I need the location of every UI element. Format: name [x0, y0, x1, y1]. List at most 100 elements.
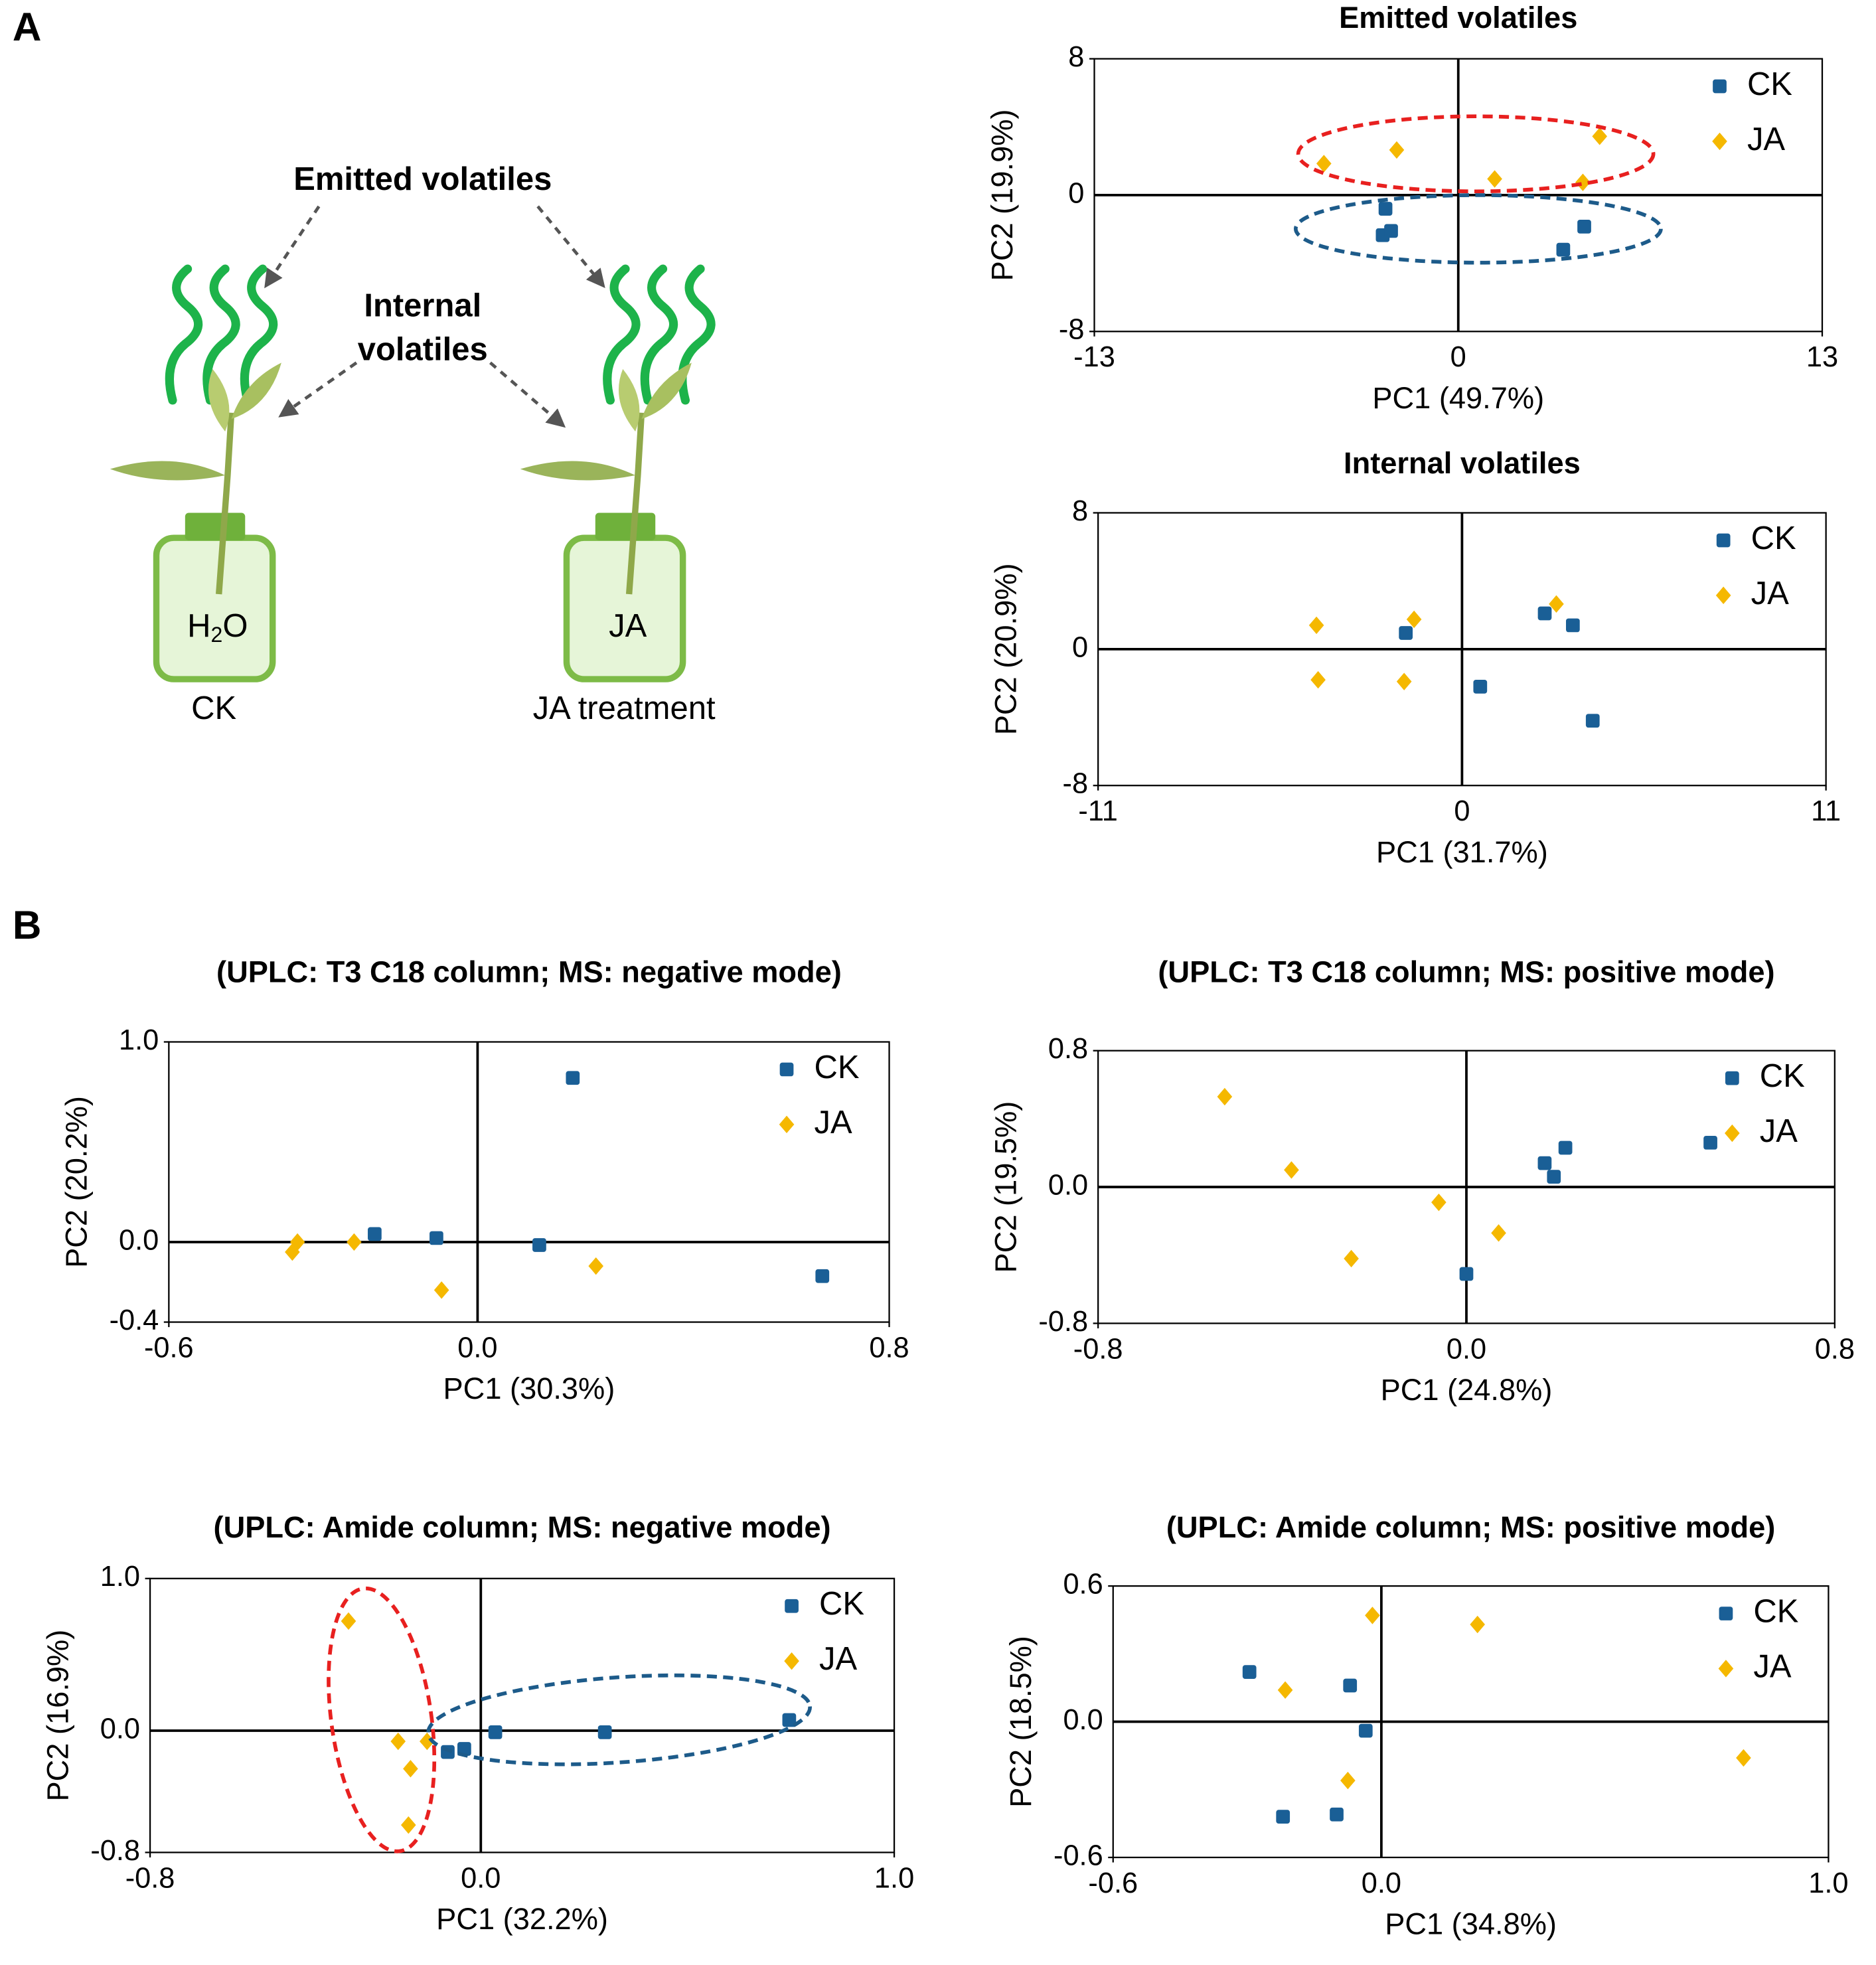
legend-marker [1719, 1607, 1733, 1620]
y-tick-label: 0.0 [119, 1224, 159, 1256]
legend-label: CK [1753, 1593, 1798, 1629]
point [341, 1612, 356, 1630]
internal-label: volatiles [358, 331, 488, 367]
y-axis-label: PC2 (16.9%) [40, 1630, 74, 1802]
legend-label: CK [814, 1050, 859, 1085]
chart-title: (UPLC: T3 C18 column; MS: positive mode) [1158, 955, 1774, 989]
chart-title: (UPLC: T3 C18 column; MS: negative mode) [216, 955, 842, 989]
point [1537, 1156, 1552, 1170]
y-tick-label: 8 [1072, 495, 1088, 527]
y-tick-label: 0.0 [1048, 1170, 1088, 1202]
y-tick-label: 0 [1068, 177, 1084, 209]
point [1396, 672, 1412, 690]
point [1431, 1193, 1446, 1212]
point [1384, 224, 1398, 238]
y-tick-label: 8 [1068, 41, 1084, 73]
x-tick-label: 0.0 [461, 1862, 501, 1894]
x-tick-label: 0 [1450, 341, 1466, 373]
point [566, 1071, 580, 1085]
point [532, 1238, 546, 1252]
jar-label: H2O [187, 608, 248, 647]
legend-marker [779, 1062, 794, 1077]
x-tick-label: -0.8 [125, 1862, 175, 1894]
x-tick-label: -11 [1078, 795, 1117, 827]
x-tick-label: 1.0 [1808, 1867, 1848, 1899]
y-tick-label: 0.0 [100, 1713, 140, 1745]
legend-marker [1725, 1124, 1740, 1142]
plants [110, 362, 692, 682]
point [1399, 626, 1413, 640]
point [1217, 1087, 1233, 1106]
legend-label: JA [819, 1641, 857, 1677]
point [1703, 1135, 1717, 1150]
point [433, 1281, 449, 1299]
x-tick-label: -0.6 [1088, 1867, 1138, 1899]
point [1592, 127, 1608, 145]
y-tick-label: -0.4 [110, 1304, 159, 1336]
point [347, 1233, 362, 1251]
point [1340, 1771, 1356, 1790]
point [1491, 1224, 1506, 1242]
x-axis-label: PC1 (34.8%) [1385, 1907, 1557, 1941]
y-tick-label: -8 [1059, 314, 1085, 346]
panel-label: B [13, 902, 42, 947]
y-tick-label: 0 [1072, 631, 1088, 663]
point [401, 1816, 416, 1834]
plot-frame [149, 1577, 896, 1853]
y-tick-label: 1.0 [119, 1024, 159, 1056]
point [1585, 714, 1600, 728]
x-tick-label: -0.6 [144, 1332, 194, 1364]
internal-label: Internal [364, 287, 481, 323]
y-tick-label: -8 [1063, 768, 1089, 800]
legend-marker [784, 1652, 799, 1670]
y-tick-label: 0.6 [1063, 1569, 1103, 1601]
diagram: Emitted volatiles Internal volatiles [110, 161, 716, 726]
point [1308, 616, 1324, 635]
point [1547, 1170, 1561, 1184]
legend-marker [1712, 132, 1727, 151]
x-tick-label: 0.0 [1362, 1867, 1401, 1899]
chart-title: (UPLC: Amide column; MS: negative mode) [214, 1510, 831, 1544]
jar-label-part: 2 [211, 623, 223, 647]
legend-label: JA [1753, 1648, 1791, 1684]
emitted-label: Emitted volatiles [293, 161, 552, 197]
legend-marker [1718, 1660, 1734, 1678]
point [1330, 1807, 1344, 1822]
y-axis-label: PC2 (19.5%) [988, 1101, 1022, 1273]
y-tick-label: 0.0 [1063, 1704, 1103, 1736]
point [597, 1725, 612, 1739]
point [368, 1227, 382, 1241]
legend-marker [785, 1599, 799, 1613]
x-axis-label: PC1 (32.2%) [436, 1902, 608, 1936]
point [1358, 1723, 1373, 1738]
legend-label: JA [1747, 121, 1785, 157]
legend-label: JA [1760, 1113, 1798, 1149]
point [1365, 1607, 1380, 1624]
legend-marker [1716, 533, 1731, 548]
caption: CK [191, 690, 236, 726]
x-tick-label: 13 [1806, 341, 1838, 373]
y-axis-label: PC2 (19.9%) [985, 110, 1019, 281]
point [1565, 618, 1580, 633]
x-tick-label: 1.0 [874, 1862, 914, 1894]
point [588, 1257, 604, 1275]
point [1558, 1140, 1573, 1155]
jar-label-part: O [222, 608, 248, 644]
legend-label: CK [1747, 66, 1792, 102]
legend-label: CK [819, 1586, 864, 1622]
point [430, 1231, 443, 1245]
x-tick-label: 0.8 [1815, 1333, 1855, 1365]
point [1310, 670, 1326, 689]
y-axis-label: PC2 (20.2%) [60, 1096, 94, 1268]
legend-label: JA [1751, 576, 1789, 611]
legend-label: CK [1760, 1058, 1805, 1094]
chart-title: Emitted volatiles [1339, 1, 1577, 35]
point [1276, 1810, 1290, 1824]
y-tick-label: -0.8 [1038, 1306, 1088, 1338]
point [1284, 1161, 1299, 1179]
caption: JA treatment [533, 690, 716, 726]
arrows [264, 205, 605, 428]
point [1556, 242, 1571, 257]
plot-frame [168, 1041, 890, 1323]
